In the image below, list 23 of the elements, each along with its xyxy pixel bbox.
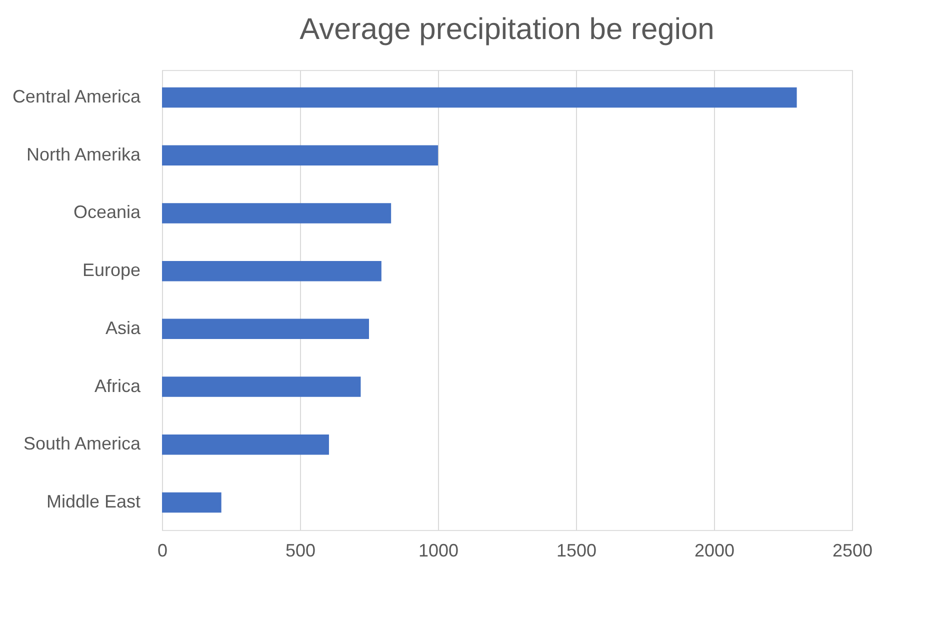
bar: [162, 376, 361, 397]
y-tick-label: Europe: [82, 260, 140, 280]
bar: [162, 492, 222, 513]
y-tick-label: South America: [23, 434, 142, 454]
y-tick-label: Central America: [12, 86, 142, 106]
y-tick-label: North Amerika: [26, 144, 142, 164]
bar: [162, 87, 797, 108]
bar: [162, 203, 392, 224]
x-tick-label: 2000: [694, 540, 735, 560]
x-tick-label: 1000: [418, 540, 459, 560]
bar: [162, 145, 438, 166]
x-tick-label: 0: [157, 540, 168, 560]
x-tick-label: 1500: [556, 540, 597, 560]
bar: [162, 434, 329, 455]
y-tick-label: Africa: [94, 376, 142, 396]
bar: [162, 318, 369, 340]
bar: [162, 260, 382, 282]
x-tick-label: 2500: [832, 540, 873, 560]
x-tick-label: 500: [285, 540, 316, 560]
y-tick-label: Asia: [105, 318, 142, 338]
chart-title: Average precipitation be region: [300, 13, 714, 46]
y-tick-label: Middle East: [46, 492, 140, 512]
y-tick-label: Oceania: [73, 202, 142, 222]
